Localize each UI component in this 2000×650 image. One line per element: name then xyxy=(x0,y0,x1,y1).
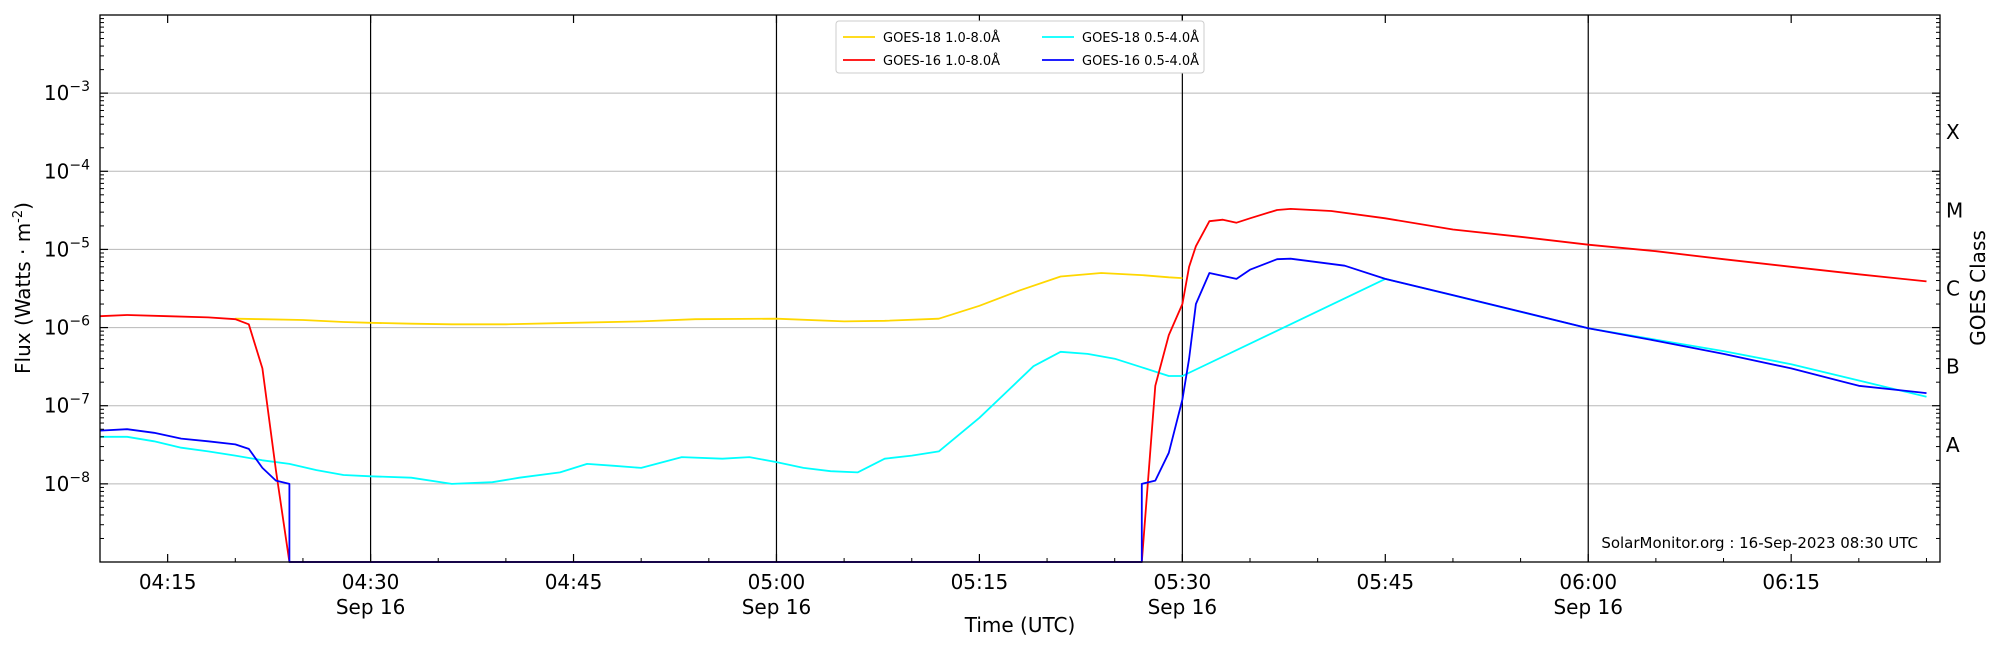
y-axis-title-close: ) xyxy=(11,202,35,210)
legend-label: GOES-16 0.5-4.0Å xyxy=(1082,53,1199,69)
legend-box xyxy=(835,20,1205,74)
y-tick-label: 10−5 xyxy=(44,235,90,261)
x-tick-date-label: Sep 16 xyxy=(1553,595,1623,619)
legend: GOES-18 1.0-8.0Å GOES-16 1.0-8.0Å GOES-18 … xyxy=(835,20,1205,74)
legend-label: GOES-18 1.0-8.0Å xyxy=(883,30,1000,46)
x-axis-title: Time (UTC) xyxy=(964,613,1076,637)
legend-label: GOES-18 0.5-4.0Å xyxy=(1082,30,1199,46)
grid-lines xyxy=(100,92,1940,485)
y-tick-label: 10−4 xyxy=(44,157,90,183)
x-tick-label: 05:45 xyxy=(1356,570,1414,594)
y-axis-title-sup: -2 xyxy=(11,210,26,223)
x-tick-label: 04:15 xyxy=(139,570,197,594)
y-tick-label: 10−6 xyxy=(44,314,90,340)
goes-class-label: A xyxy=(1946,433,1960,457)
x-tick-label: 04:45 xyxy=(545,570,603,594)
credit-text: SolarMonitor.org : 16-Sep-2023 08:30 UTC xyxy=(1601,534,1918,552)
goes-class-label: C xyxy=(1946,277,1960,301)
x-tick-label: 04:30 xyxy=(342,570,400,594)
x-tick-date-label: Sep 16 xyxy=(742,595,812,619)
y-axis-title-main: Flux (Watts · m xyxy=(11,223,35,374)
x-tick-date-label: Sep 16 xyxy=(336,595,406,619)
y-tick-label: 10−3 xyxy=(44,79,90,105)
y-axis-ticks: 10−8 10−7 10−6 10−5 10−4 10−3 xyxy=(44,18,1940,539)
y-axis-title: Flux (Watts · m-2) xyxy=(11,202,35,374)
x-tick-label: 05:00 xyxy=(748,570,806,594)
goes-class-label: B xyxy=(1946,355,1960,379)
goes-class-labels: A B C M X xyxy=(1946,120,1963,457)
x-tick-label: 05:15 xyxy=(951,570,1009,594)
series-lines xyxy=(99,208,1927,563)
y-tick-label: 10−7 xyxy=(44,392,90,418)
goes-class-axis-title: GOES Class xyxy=(1966,230,1990,346)
plot-background xyxy=(100,15,1940,562)
series-line xyxy=(99,257,1927,563)
x-tick-label: 05:30 xyxy=(1154,570,1212,594)
series-line xyxy=(235,272,1183,326)
series-line xyxy=(99,208,1927,563)
series-line xyxy=(100,278,1927,485)
x-tick-label: 06:00 xyxy=(1559,570,1617,594)
x-tick-date-label: Sep 16 xyxy=(1148,595,1218,619)
goes-class-label: X xyxy=(1946,120,1960,144)
legend-label: GOES-16 1.0-8.0Å xyxy=(883,53,1000,69)
vertical-time-markers xyxy=(369,15,1589,562)
plot-frame xyxy=(99,14,1941,563)
goes-class-label: M xyxy=(1946,198,1963,222)
x-tick-label: 06:15 xyxy=(1762,570,1820,594)
y-tick-label: 10−8 xyxy=(44,470,90,496)
